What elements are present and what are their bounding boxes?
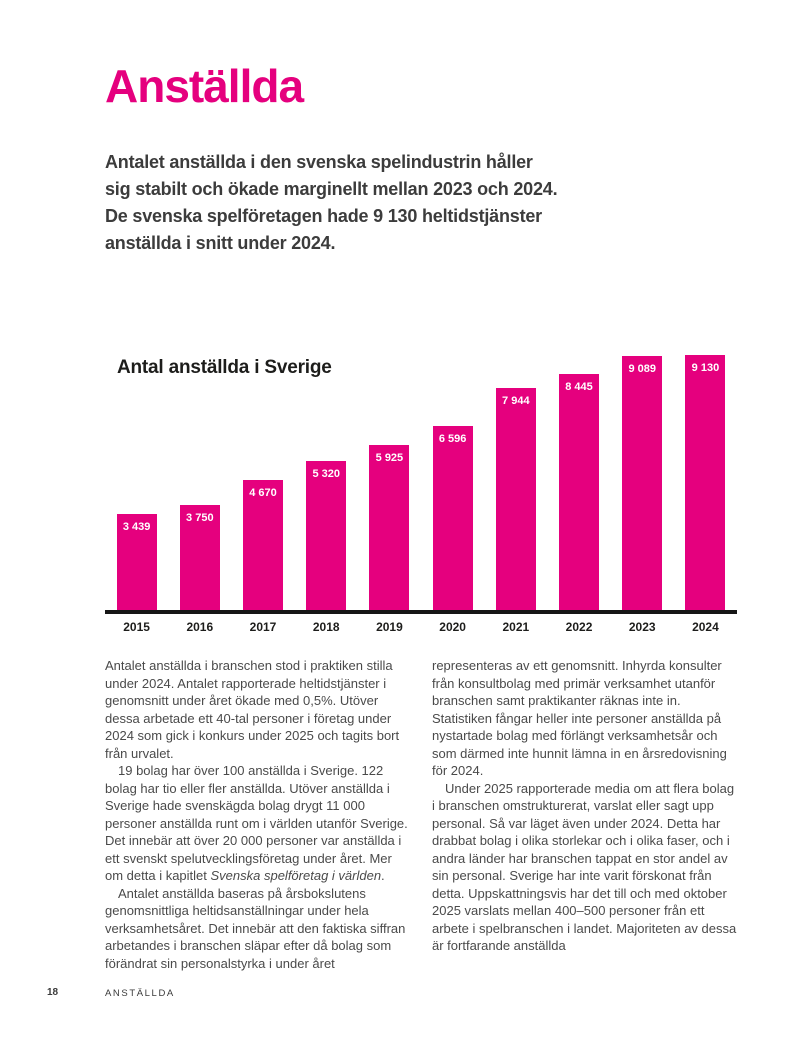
bar-column: 9 089 xyxy=(611,355,674,610)
paragraph-text: 19 bolag har över 100 anställda i Sverig… xyxy=(105,763,408,883)
bar-value-label: 5 925 xyxy=(375,452,404,464)
x-axis-label: 2020 xyxy=(439,620,466,634)
bar-2020: 6 596 xyxy=(432,426,473,610)
bar-2015: 3 439 xyxy=(116,514,157,610)
page-number: 18 xyxy=(47,987,59,998)
bar-column: 7 944 xyxy=(484,355,547,610)
bar-value-label: 8 445 xyxy=(565,381,593,393)
intro-paragraph: Antalet anställda i den svenska spelindu… xyxy=(105,149,558,257)
x-axis-label: 2015 xyxy=(123,620,150,634)
intro-line: anställda i snitt under 2024. xyxy=(105,233,336,253)
bar-value-label: 3 750 xyxy=(186,512,214,524)
x-axis-label: 2018 xyxy=(312,620,340,634)
bar-2021: 7 944 xyxy=(495,388,536,610)
bar-column: 8 445 xyxy=(547,355,610,610)
bar-value-label: 4 670 xyxy=(249,487,277,499)
bar-column: 3 750 xyxy=(168,355,231,610)
bar-2022: 8 445 xyxy=(559,374,600,610)
bar-column: 3 439 xyxy=(105,355,168,610)
intro-line: De svenska spelföretagen hade 9 130 helt… xyxy=(105,206,542,226)
paragraph-text: . xyxy=(381,868,385,883)
x-axis-label: 2024 xyxy=(692,620,719,634)
bar-column: 5 320 xyxy=(295,355,358,610)
page-footer: 18 ANSTÄLLDA xyxy=(0,987,800,1007)
bar-2024: 9 130 xyxy=(685,355,726,610)
bar-2023: 9 089 xyxy=(622,356,663,610)
bar-2017: 4 670 xyxy=(243,480,283,610)
page-title: Anställda xyxy=(105,60,304,112)
bar-2016: 3 750 xyxy=(179,505,220,610)
body-text: Antalet anställda i branschen stod i pra… xyxy=(105,657,737,972)
bar-2018: 5 320 xyxy=(306,461,347,610)
bar-value-label: 9 089 xyxy=(628,363,656,375)
bar-column: 9 130 xyxy=(674,355,737,610)
footer-section-label: ANSTÄLLDA xyxy=(105,988,175,999)
bar-value-label: 9 130 xyxy=(691,362,720,374)
x-axis-label: 2021 xyxy=(502,620,530,634)
bar-value-label: 6 596 xyxy=(438,433,467,445)
x-axis-line xyxy=(105,610,737,614)
x-axis-label: 2017 xyxy=(249,620,277,634)
x-axis-label: 2023 xyxy=(628,620,656,634)
intro-line: sig stabilt och ökade marginellt mellan … xyxy=(105,179,558,199)
x-axis-label: 2022 xyxy=(565,620,593,634)
x-axis-label: 2016 xyxy=(186,620,214,634)
bar-2019: 5 925 xyxy=(369,445,410,610)
bar-column: 5 925 xyxy=(358,355,421,610)
bar-column: 6 596 xyxy=(421,355,484,610)
paragraph: 19 bolag har över 100 anställda i Sverig… xyxy=(105,762,410,885)
paragraph: Under 2025 rapporterade media om att fle… xyxy=(432,780,737,954)
bar-value-label: 3 439 xyxy=(122,521,151,533)
x-axis-label: 2019 xyxy=(376,620,403,634)
paragraph: Antalet anställda baseras på årsbokslute… xyxy=(105,658,727,971)
x-axis-labels: 2015 2016 2017 2018 2019 2020 2021 2022 2023 2024 xyxy=(105,614,737,634)
bar-value-label: 7 944 xyxy=(502,395,530,407)
chart-title: Antal anställda i Sverige xyxy=(117,357,332,378)
intro-line: Antalet anställda i den svenska spelindu… xyxy=(105,152,533,172)
chart-plot-area: 3 439 3 750 4 670 5 320 5 925 6 596 7 944 8 445… xyxy=(105,355,737,610)
bar-column: 4 670 xyxy=(231,355,294,610)
italic-chapter-reference: Svenska spelföretag i världen xyxy=(210,868,382,883)
employees-bar-chart: Antal anställda i Sverige 3 439 3 750 4 67… xyxy=(105,338,737,634)
bar-value-label: 5 320 xyxy=(312,468,340,480)
paragraph: Antalet anställda i branschen stod i pra… xyxy=(105,658,400,761)
